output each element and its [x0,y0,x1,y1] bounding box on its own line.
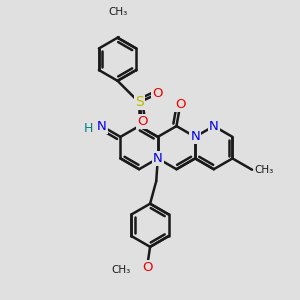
Text: N: N [190,130,200,143]
Text: N: N [97,120,107,133]
Text: O: O [137,115,148,128]
Text: N: N [153,152,163,165]
Text: H: H [84,122,94,135]
Text: S: S [135,95,143,110]
Text: CH₃: CH₃ [254,165,274,175]
Text: O: O [142,261,152,274]
Text: CH₃: CH₃ [111,266,130,275]
Text: O: O [175,98,186,111]
Text: O: O [152,87,163,100]
Text: N: N [209,120,219,133]
Text: CH₃: CH₃ [108,7,127,17]
